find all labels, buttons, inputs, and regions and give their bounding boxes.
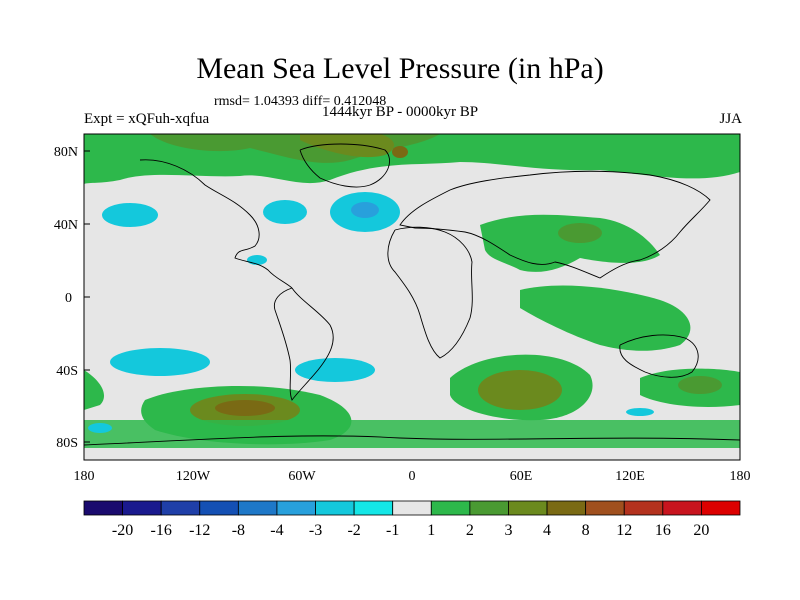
colorbar-label: 20 xyxy=(693,522,709,539)
coastlines xyxy=(84,143,740,446)
africa-coast xyxy=(387,226,473,359)
asia-positive-anomaly xyxy=(480,214,660,272)
lon-axis: 180 120W 60W 0 60E 120E 180 xyxy=(74,469,751,484)
north-atlantic-core xyxy=(351,202,379,218)
tibet-anomaly xyxy=(558,223,602,243)
eurasia-coast xyxy=(399,170,711,279)
colorbar-swatch xyxy=(315,500,355,516)
south-america-coast xyxy=(273,287,334,401)
colorbar-swatch xyxy=(392,500,432,516)
colorbar-label: 16 xyxy=(655,522,671,539)
colorbar-swatch xyxy=(122,500,162,516)
colorbar-label: -1 xyxy=(386,522,399,539)
colorbar-label: -3 xyxy=(309,522,322,539)
south-atlantic-negative xyxy=(295,358,375,382)
lat-label-40n: 40N xyxy=(54,218,78,233)
colorbar-swatch xyxy=(430,500,471,516)
colorbar-swatch xyxy=(508,500,548,516)
colorbar-swatch xyxy=(585,500,625,516)
colorbar-label: 3 xyxy=(504,522,512,539)
colorbar-label: -2 xyxy=(347,522,360,539)
australia-coast xyxy=(619,334,699,378)
period-text: 1444kyr BP - 0000kyr BP xyxy=(321,104,479,120)
south-pacific-negative xyxy=(110,348,210,376)
colorbar-swatch xyxy=(199,500,239,516)
plot-title: Mean Sea Level Pressure (in hPa) xyxy=(196,52,604,85)
lat-label-80s: 80S xyxy=(56,436,78,451)
colorbar-label: -12 xyxy=(189,522,210,539)
colorbar-label: 2 xyxy=(466,522,474,539)
amundsen-peak xyxy=(215,400,275,416)
map-field xyxy=(84,134,740,460)
lat-label-40s: 40S xyxy=(56,364,78,379)
colorbar-swatch xyxy=(662,500,702,516)
antarctica-coast xyxy=(84,435,740,446)
colorbar-swatch xyxy=(276,500,316,516)
season-label: JJA xyxy=(719,111,742,127)
south-indian-core xyxy=(478,370,562,410)
indian-ocean-positive xyxy=(520,285,691,351)
lon-label-180e: 180 xyxy=(730,469,751,484)
antarctic-negative-1 xyxy=(88,423,112,433)
north-america-coast xyxy=(139,159,293,289)
colorbar-swatch xyxy=(237,500,278,516)
lon-label-60w: 60W xyxy=(288,469,316,484)
colorbar-swatch xyxy=(623,500,664,516)
colorbar-label: 8 xyxy=(582,522,590,539)
colorbar-label: 12 xyxy=(616,522,632,539)
lon-label-0: 0 xyxy=(409,469,416,484)
colorbar-swatch xyxy=(469,500,509,516)
colorbar-labels: -20 -16 -12 -8 -4 -3 -2 -1 1 2 3 4 8 12 16 20 xyxy=(112,522,709,539)
colorbar xyxy=(83,500,741,516)
experiment-label: Expt = xQFuh-xqfua xyxy=(84,111,210,127)
colorbar-label: 1 xyxy=(427,522,435,539)
west-edge-positive xyxy=(84,370,105,410)
greenland-coast xyxy=(299,143,390,188)
antarctic-interior xyxy=(84,448,740,460)
colorbar-swatch xyxy=(160,500,201,516)
lat-label-0: 0 xyxy=(65,291,72,306)
greenland-core xyxy=(392,146,408,158)
antarctic-negative-2 xyxy=(626,408,654,416)
stats-text: rmsd= 1.04393 diff= 0.412048 xyxy=(214,94,387,109)
lat-label-80n: 80N xyxy=(54,145,78,160)
east-canada-negative xyxy=(263,200,307,224)
lon-label-120w: 120W xyxy=(176,469,211,484)
lon-label-120e: 120E xyxy=(615,469,645,484)
lat-axis: 80N 40N 0 40S 80S xyxy=(54,145,90,451)
colorbar-swatch xyxy=(701,500,741,516)
colorbar-swatch xyxy=(546,500,587,516)
lon-label-60e: 60E xyxy=(510,469,533,484)
colorbar-swatch xyxy=(83,500,123,516)
colorbar-label: -16 xyxy=(151,522,172,539)
colorbar-label: 4 xyxy=(543,522,551,539)
colorbar-label: -20 xyxy=(112,522,133,539)
greenland-anomaly xyxy=(300,134,395,158)
tasman-core xyxy=(678,376,722,394)
colorbar-label: -8 xyxy=(232,522,245,539)
colorbar-swatch xyxy=(353,500,394,516)
north-pacific-negative xyxy=(102,203,158,227)
lon-label-180w: 180 xyxy=(74,469,95,484)
caribbean-negative xyxy=(247,255,267,265)
colorbar-label: -4 xyxy=(270,522,283,539)
